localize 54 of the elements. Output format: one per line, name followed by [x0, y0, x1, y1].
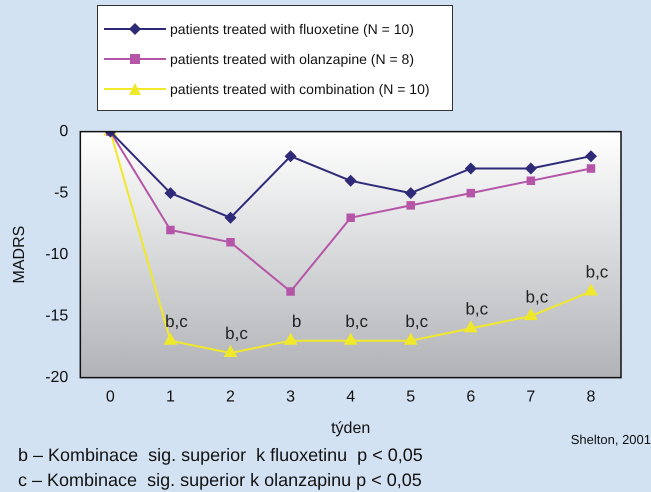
- y-tick-label: 0: [59, 123, 68, 140]
- y-tick-label: -5: [54, 184, 68, 202]
- annotation: b,c: [225, 324, 248, 344]
- legend-label: patients treated with olanzapine (N = 8): [170, 51, 414, 67]
- point: [224, 345, 238, 357]
- point: [404, 332, 418, 345]
- y-tick-label: -15: [45, 308, 68, 325]
- annotation: b: [292, 312, 302, 331]
- x-tick-label: 4: [346, 388, 356, 406]
- annotation: b,c: [465, 300, 489, 319]
- x-tick-label: 7: [526, 388, 536, 406]
- legend-label: patients treated with fluoxetine (N = 10): [170, 21, 414, 37]
- point: [284, 332, 298, 345]
- annotation: b,c: [165, 312, 188, 331]
- y-axis-title: MADRS: [11, 226, 28, 284]
- x-tick-label: 2: [226, 388, 236, 406]
- x-tick-label: 3: [286, 388, 296, 406]
- point: [166, 226, 175, 234]
- annotation: b,c: [405, 312, 429, 331]
- point: [164, 332, 178, 345]
- annotation: b,c: [526, 287, 549, 306]
- text: b – Kombinace sig. superior k fluoxetinu p < 0,05: [18, 445, 423, 466]
- point: [286, 287, 295, 296]
- annotation: b,c: [345, 312, 368, 331]
- text: Shelton, 2001: [570, 432, 651, 447]
- text: c – Kombinace sig. superior k olanzapinu p < 0,05: [18, 470, 422, 491]
- point: [224, 212, 237, 224]
- x-tick-label: 1: [166, 388, 175, 406]
- x-tick-label: 0: [106, 388, 115, 406]
- x-tick-label: 5: [406, 388, 416, 406]
- y-tick-label: -10: [45, 246, 68, 264]
- x-tick-label: 6: [466, 388, 476, 406]
- legend-label: patients treated with combination (N = 10): [170, 81, 430, 97]
- point: [584, 150, 597, 162]
- point: [524, 308, 538, 320]
- point: [526, 176, 536, 186]
- point: [524, 162, 537, 174]
- point: [344, 332, 358, 345]
- point: [404, 187, 417, 200]
- point: [344, 174, 357, 187]
- point: [226, 238, 235, 247]
- point: [346, 213, 355, 222]
- point: [466, 188, 476, 198]
- point: [464, 320, 478, 332]
- x-axis-title: týden: [331, 420, 370, 437]
- point: [586, 164, 596, 173]
- y-tick-label: -20: [45, 369, 68, 386]
- point: [464, 162, 477, 174]
- point: [584, 284, 598, 296]
- annotation: b,c: [586, 262, 609, 282]
- point: [406, 201, 415, 210]
- x-tick-label: 8: [586, 388, 596, 406]
- point: [164, 187, 176, 200]
- point: [284, 150, 297, 162]
